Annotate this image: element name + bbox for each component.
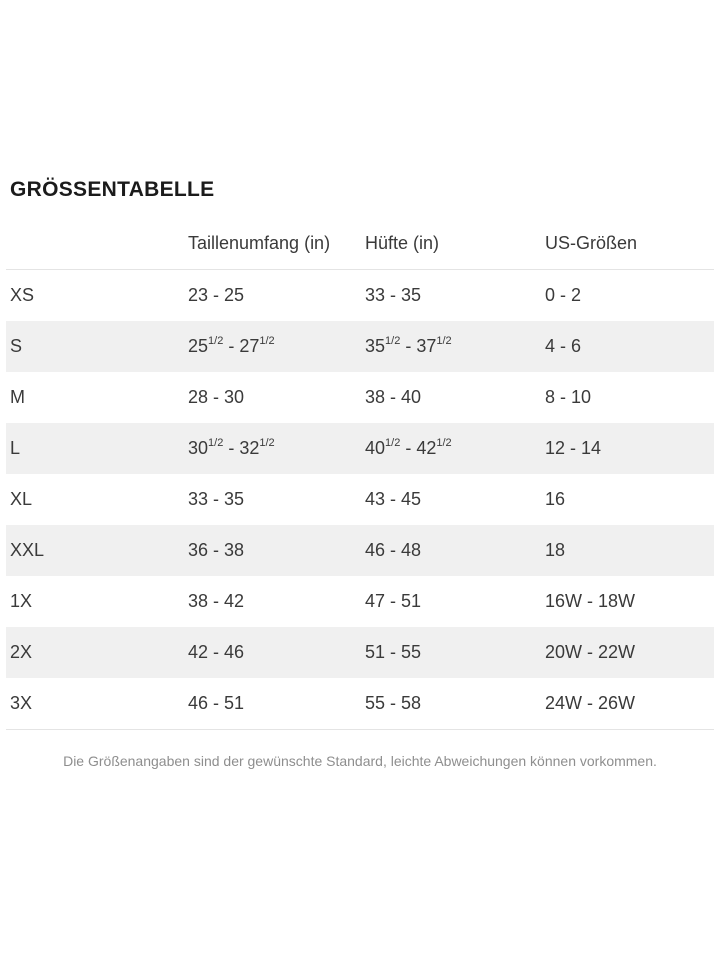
table-row-3x: 3X 46 - 51 55 - 58 24W - 26W — [6, 678, 714, 729]
hip-cell: 351/2 - 371/2 — [365, 335, 452, 357]
size-cell: L — [10, 438, 21, 458]
table-row-s: S 251/2 - 271/2 351/2 - 371/2 4 - 6 — [6, 321, 714, 372]
disclaimer-text: Die Größenangaben sind der gewünschte St… — [63, 753, 657, 769]
us-size-cell: 16W - 18W — [545, 591, 636, 611]
table-row-xs: XS 23 - 25 33 - 35 0 - 2 — [6, 270, 714, 321]
column-header-size — [10, 233, 188, 254]
waist-cell: 38 - 42 — [188, 591, 245, 611]
size-cell: M — [10, 387, 25, 407]
hip-cell: 38 - 40 — [365, 387, 422, 407]
hip-cell: 46 - 48 — [365, 540, 422, 560]
hip-cell: 55 - 58 — [365, 693, 422, 713]
us-size-cell: 24W - 26W — [545, 693, 636, 713]
table-row-m: M 28 - 30 38 - 40 8 - 10 — [6, 372, 714, 423]
size-cell: S — [10, 336, 23, 356]
hip-cell: 43 - 45 — [365, 489, 422, 509]
size-cell: 1X — [10, 591, 33, 611]
us-size-cell: 0 - 2 — [545, 285, 582, 305]
waist-cell: 33 - 35 — [188, 489, 245, 509]
size-chart-title: GRÖSSENTABELLE — [10, 178, 215, 201]
size-cell: XS — [10, 285, 35, 305]
hip-cell: 51 - 55 — [365, 642, 422, 662]
hip-cell: 47 - 51 — [365, 591, 422, 611]
hip-cell: 401/2 - 421/2 — [365, 437, 452, 459]
size-cell: XXL — [10, 540, 45, 560]
us-size-cell: 16 — [545, 489, 566, 509]
column-header-waist: Taillenumfang (in) — [188, 233, 331, 253]
us-size-cell: 4 - 6 — [545, 336, 582, 356]
table-row-1x: 1X 38 - 42 47 - 51 16W - 18W — [6, 576, 714, 627]
waist-cell: 46 - 51 — [188, 693, 245, 713]
waist-cell: 42 - 46 — [188, 642, 245, 662]
us-size-cell: 8 - 10 — [545, 387, 592, 407]
table-row-2x: 2X 42 - 46 51 - 55 20W - 22W — [6, 627, 714, 678]
column-header-us-sizes: US-Größen — [545, 233, 638, 253]
us-size-cell: 18 — [545, 540, 566, 560]
table-row-xxl: XXL 36 - 38 46 - 48 18 — [6, 525, 714, 576]
table-header-row: Taillenumfang (in) Hüfte (in) US-Größen — [6, 231, 714, 270]
table-row-xl: XL 33 - 35 43 - 45 16 — [6, 474, 714, 525]
hip-cell: 33 - 35 — [365, 285, 422, 305]
us-size-cell: 20W - 22W — [545, 642, 636, 662]
table-body: XS 23 - 25 33 - 35 0 - 2 S 251/2 - 271/2… — [6, 270, 714, 730]
waist-cell: 251/2 - 271/2 — [188, 335, 275, 357]
size-chart-page: GRÖSSENTABELLE Taillenumfang (in) Hüfte … — [6, 178, 714, 769]
size-cell: 2X — [10, 642, 33, 662]
size-cell: 3X — [10, 693, 33, 713]
waist-cell: 36 - 38 — [188, 540, 245, 560]
size-cell: XL — [10, 489, 33, 509]
waist-cell: 23 - 25 — [188, 285, 245, 305]
table-row-l: L 301/2 - 321/2 401/2 - 421/2 12 - 14 — [6, 423, 714, 474]
column-header-hip: Hüfte (in) — [365, 233, 440, 253]
size-table: Taillenumfang (in) Hüfte (in) US-Größen … — [6, 231, 714, 730]
us-size-cell: 12 - 14 — [545, 438, 602, 458]
waist-cell: 28 - 30 — [188, 387, 245, 407]
waist-cell: 301/2 - 321/2 — [188, 437, 275, 459]
